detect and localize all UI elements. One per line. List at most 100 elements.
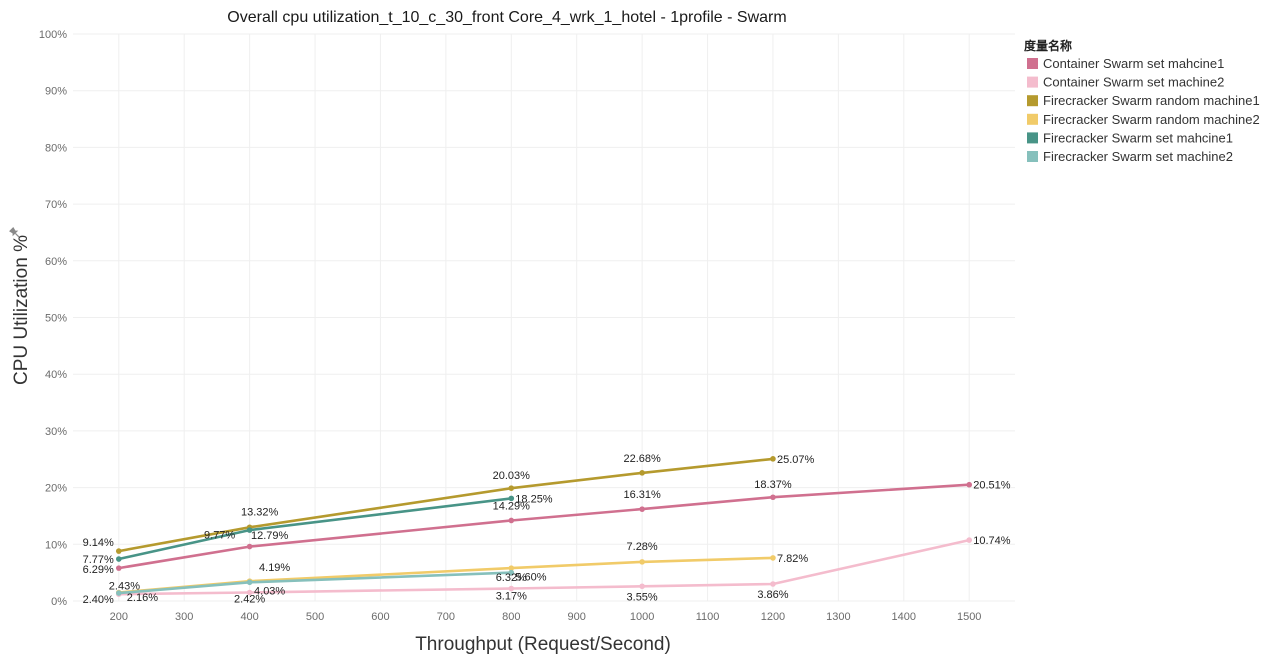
- data-label: 7.77%: [83, 554, 114, 566]
- data-label: 2.40%: [83, 594, 114, 606]
- y-tick-label: 100%: [39, 29, 67, 41]
- gridlines: [73, 33, 1015, 602]
- x-tick-label: 1100: [696, 611, 720, 623]
- y-tick-label: 40%: [45, 369, 67, 381]
- data-point: [508, 569, 515, 576]
- data-point: [639, 506, 645, 512]
- data-labels: 6.29%9.77%14.29%16.31%18.37% 20.51%2.16% 2…: [83, 453, 1011, 606]
- x-tick-label: 1200: [761, 611, 785, 623]
- x-tick-label: 800: [502, 611, 520, 623]
- data-point: [115, 548, 122, 554]
- data-label: 9.77%: [204, 530, 235, 542]
- x-tick-label: 900: [568, 611, 586, 623]
- x-axis-ticks: 200 300 400 500 600 700 800 900 1000 1100 1200 1300…: [110, 611, 982, 623]
- y-tick-label: 90%: [45, 86, 67, 98]
- y-tick-label: 30%: [45, 426, 67, 438]
- data-point: [115, 565, 122, 571]
- x-tick-label: 1400: [892, 611, 916, 623]
- x-tick-label: 1000: [630, 611, 654, 623]
- data-label: 5.60%: [515, 572, 546, 584]
- legend-swatch: [1027, 151, 1038, 162]
- data-point: [508, 517, 515, 524]
- data-label: 2.16%: [127, 592, 158, 604]
- data-point: [639, 583, 645, 590]
- y-tick-label: 50%: [45, 313, 67, 325]
- legend-swatch: [1027, 113, 1038, 125]
- data-label: 20.03%: [493, 470, 531, 482]
- data-label: 20.51%: [973, 480, 1011, 492]
- y-tick-label: 80%: [45, 142, 67, 154]
- data-label: 4.03%: [254, 585, 285, 597]
- data-point: [115, 556, 122, 562]
- data-label: 2.42%: [234, 593, 265, 605]
- x-tick-label: 1300: [826, 611, 850, 623]
- data-label: 18.25%: [515, 493, 553, 505]
- pin-icon: [9, 227, 20, 238]
- legend-label: Firecracker Swarm random machine1: [1043, 93, 1260, 108]
- y-tick-label: 0%: [51, 596, 67, 608]
- data-label: 10.74%: [973, 535, 1011, 547]
- data-label: 22.68%: [623, 453, 661, 465]
- data-point: [639, 470, 645, 476]
- x-tick-label: 400: [240, 611, 258, 623]
- data-label: 7.82%: [777, 553, 808, 565]
- data-label: 3.17%: [496, 591, 527, 603]
- data-point: [246, 579, 253, 586]
- data-label: 16.31%: [623, 489, 661, 501]
- data-point: [966, 537, 973, 543]
- data-label: 13.32%: [241, 506, 279, 518]
- data-point: [770, 581, 776, 587]
- data-point: [115, 590, 122, 596]
- data-label: 9.14%: [83, 537, 114, 549]
- data-point: [508, 485, 515, 491]
- series-line: [118, 538, 970, 596]
- x-axis-title: Throughput (Request/Second): [415, 634, 671, 655]
- x-tick-label: 300: [175, 611, 193, 623]
- data-point: [508, 565, 515, 571]
- data-label: 4.19%: [259, 562, 290, 574]
- legend-label: Container Swarm set mahcine1: [1043, 56, 1224, 71]
- x-tick-label: 200: [110, 611, 128, 623]
- x-tick-label: 700: [437, 611, 455, 623]
- legend-label: Firecracker Swarm random machine2: [1043, 112, 1260, 127]
- data-label: 6.32%: [496, 572, 527, 584]
- x-tick-label: 600: [371, 611, 389, 623]
- data-label: 14.29%: [493, 500, 531, 512]
- data-label: 6.29%: [83, 564, 114, 576]
- data-label: 2.43%: [109, 580, 140, 592]
- chart-title: Overall cpu utilization_t_10_c_30_front …: [227, 9, 786, 26]
- y-axis-title: CPU Utilization %: [11, 235, 32, 385]
- data-label: 12.79%: [251, 530, 289, 542]
- y-tick-label: 60%: [45, 256, 67, 268]
- data-point: [246, 527, 253, 533]
- legend-swatch: [1027, 58, 1038, 69]
- series-lines: [115, 456, 973, 597]
- legend-label: Firecracker Swarm set mahcine1: [1043, 130, 1233, 145]
- legend-swatch: [1027, 132, 1038, 144]
- data-point: [246, 589, 253, 596]
- x-tick-label: 500: [306, 611, 324, 623]
- data-label: 3.86%: [757, 589, 788, 601]
- series-line: [118, 483, 970, 570]
- legend-title: 度量名称: [1024, 38, 1072, 53]
- x-tick-label: 1500: [957, 611, 981, 623]
- data-label: 25.07%: [777, 454, 815, 466]
- y-axis-ticks: 0% 10% 20% 30% 40% 50% 60% 70% 80% 90% 100%: [39, 29, 67, 608]
- data-label: 18.37%: [754, 479, 792, 491]
- data-point: [246, 543, 253, 550]
- data-point: [639, 559, 645, 565]
- y-tick-label: 70%: [45, 199, 67, 211]
- data-point: [508, 495, 515, 502]
- legend-swatch: [1027, 95, 1038, 107]
- y-tick-label: 20%: [45, 483, 67, 495]
- data-point: [770, 494, 776, 501]
- legend: 度量名称 Container Swarm set mahcine1 Contain…: [1024, 38, 1260, 164]
- y-tick-label: 10%: [45, 539, 67, 551]
- data-point: [770, 456, 776, 462]
- data-point: [770, 555, 776, 561]
- data-label: 7.28%: [627, 541, 658, 553]
- legend-label: Container Swarm set machine2: [1043, 75, 1224, 90]
- data-point: [508, 585, 515, 592]
- data-point: [966, 481, 973, 488]
